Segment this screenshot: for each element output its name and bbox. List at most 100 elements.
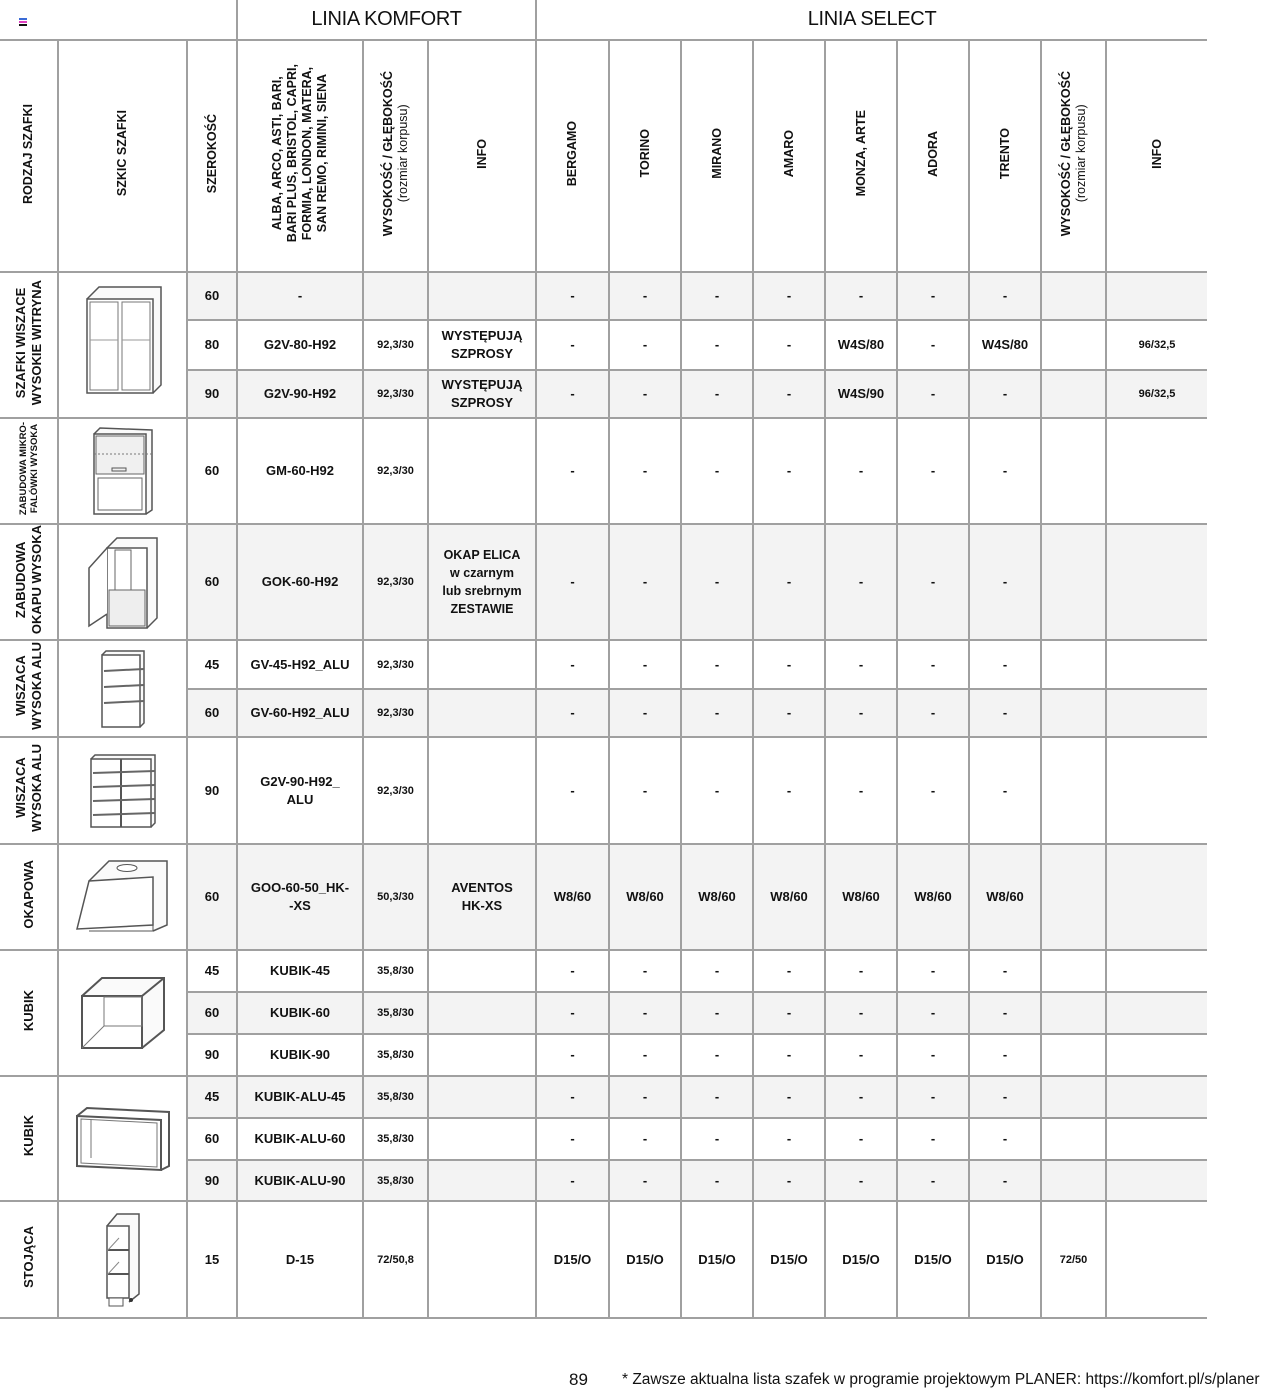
komfort-code-cell: KUBIK-ALU-60 <box>236 1117 365 1162</box>
select-model-cell: - <box>896 1117 971 1162</box>
komfort-code-cell: - <box>236 271 365 321</box>
select-info-cell <box>1105 843 1208 952</box>
select-model-cell: W8/60 <box>608 843 683 952</box>
select-model-cell: - <box>680 1075 755 1120</box>
select-model-cell: - <box>752 1075 827 1120</box>
select-model-cell: - <box>535 736 611 846</box>
select-model-label: MONZA, ARTE <box>853 110 868 197</box>
select-model-cell: - <box>824 1075 899 1120</box>
col-header-select-info: INFO <box>1105 39 1208 273</box>
select-model-cell: - <box>608 736 683 846</box>
select-model-cell: - <box>896 522 971 642</box>
komfort-info-cell <box>427 271 538 321</box>
komfort-code-cell: KUBIK-45 <box>236 949 365 994</box>
komfort-info-cell <box>427 639 538 691</box>
select-model-cell: - <box>535 1159 611 1203</box>
cabinet-type-cell: WISZACA WYSOKA ALU <box>0 736 59 846</box>
select-model-cell: - <box>896 991 971 1036</box>
select-model-cell: D15/O <box>896 1200 971 1320</box>
select-info-cell <box>1105 736 1208 846</box>
select-model-cell: - <box>608 991 683 1036</box>
table-row: SZAFKI WISZACE WYSOKIE WITRYNA 60- - - - - - - - <box>0 271 1208 419</box>
select-dims-cell <box>1040 1075 1108 1120</box>
col-komfort-dims-sub: (rozmiar korpusu) <box>395 104 410 203</box>
double-shelf-cabinet-icon <box>60 753 185 829</box>
komfort-dims-cell: 92,3/30 <box>362 688 430 739</box>
width-cell: 45 <box>185 1075 239 1120</box>
select-model-cell: - <box>968 271 1043 321</box>
select-model-cell: - <box>824 1159 899 1203</box>
select-info-cell: 96/32,5 <box>1105 319 1208 371</box>
select-model-cell: - <box>608 522 683 642</box>
select-model-cell: - <box>608 688 683 739</box>
komfort-info-cell <box>427 991 538 1036</box>
select-dims-cell <box>1040 639 1108 691</box>
select-model-cell: - <box>968 1117 1043 1162</box>
select-model-label: AMARO <box>781 129 796 178</box>
select-model-cell: - <box>608 1033 683 1078</box>
select-model-cell: - <box>896 1075 971 1120</box>
komfort-code-cell: GV-60-H92_ALU <box>236 688 365 739</box>
select-model-cell: - <box>608 639 683 691</box>
komfort-dims-cell: 92,3/30 <box>362 522 430 642</box>
select-model-cell: - <box>680 949 755 994</box>
col-komfort-models-label: ALBA, ARCO, ASTI, BARI, BARI PLUS, BRIST… <box>270 64 330 243</box>
col-header-select-model: ADORA <box>896 39 971 273</box>
select-model-cell: - <box>535 319 611 371</box>
select-model-cell: - <box>896 319 971 371</box>
select-model-cell: - <box>535 522 611 642</box>
cabinet-type-label: OKAPOWA <box>20 860 36 929</box>
select-model-cell: D15/O <box>968 1200 1043 1320</box>
select-info-cell <box>1105 949 1208 994</box>
select-model-cell: - <box>608 369 683 419</box>
cabinet-type-cell: OKAPOWA <box>0 843 59 952</box>
cabinet-sketch-cell <box>57 736 188 846</box>
cabinet-type-label: ZABUDOWA MIKRO- FALÓWKI WYSOKA <box>17 421 40 516</box>
select-model-label: MIRANO <box>709 128 724 179</box>
width-cell: 45 <box>185 949 239 994</box>
select-model-cell: - <box>824 1033 899 1078</box>
select-model-cell: D15/O <box>608 1200 683 1320</box>
komfort-code-cell: G2V-90-H92_ ALU <box>236 736 365 846</box>
komfort-dims-cell: 72/50,8 <box>362 1200 430 1320</box>
table-row: 90 KUBIK-90 35,8/30- - - - - - - <box>0 1033 1208 1078</box>
komfort-dims-cell: 35,8/30 <box>362 991 430 1036</box>
komfort-code-cell: GV-45-H92_ALU <box>236 639 365 691</box>
select-model-cell: - <box>752 1117 827 1162</box>
select-model-cell: - <box>968 688 1043 739</box>
col-header-select-model: BERGAMO <box>535 39 611 273</box>
col-komfort-dims-label: WYSOKOŚĆ / GŁĘBOKOŚĆ <box>380 70 395 237</box>
table-row: 90 KUBIK-ALU-90 35,8/30- - - - - - - <box>0 1159 1208 1203</box>
komfort-info-cell <box>427 736 538 846</box>
linia-komfort-title: LINIA KOMFORT <box>311 7 462 30</box>
select-info-cell <box>1105 271 1208 321</box>
select-info-cell <box>1105 417 1208 525</box>
komfort-dims-cell <box>362 271 430 321</box>
select-model-cell: - <box>824 949 899 994</box>
cabinet-sketch-cell <box>57 639 188 739</box>
hood-cabinet-icon <box>60 534 185 630</box>
select-model-label: TRENTO <box>997 127 1012 180</box>
select-model-cell: - <box>535 417 611 525</box>
select-model-cell: W8/60 <box>535 843 611 952</box>
col-select-dims-label: WYSOKOŚĆ / GŁĘBOKOŚĆ <box>1058 70 1073 237</box>
select-model-cell: - <box>680 1033 755 1078</box>
select-model-cell: - <box>752 1159 827 1203</box>
select-info-cell <box>1105 522 1208 642</box>
select-model-cell: - <box>752 1033 827 1078</box>
select-model-cell: D15/O <box>535 1200 611 1320</box>
width-cell: 60 <box>185 417 239 525</box>
select-model-cell: - <box>824 688 899 739</box>
col-header-type: RODZAJ SZAFKI <box>0 39 59 273</box>
komfort-info-cell <box>427 1159 538 1203</box>
cabinet-type-label: WISZACA WYSOKA ALU <box>12 744 44 832</box>
table-row: ZABUDOWA OKAPU WYSOKA 60 GOK-60-H92 92,3/30… <box>0 522 1208 642</box>
komfort-dims-cell: 50,3/30 <box>362 843 430 952</box>
table-row: 60 KUBIK-60 35,8/30- - - - - - - <box>0 991 1208 1036</box>
cabinet-compatibility-table: LINIA KOMFORT LINIA SELECT RODZAJ SZAFKI… <box>0 0 1208 1320</box>
select-model-cell: - <box>680 1117 755 1162</box>
cabinet-sketch-cell <box>57 949 188 1078</box>
width-cell: 60 <box>185 991 239 1036</box>
select-dims-cell <box>1040 736 1108 846</box>
select-model-cell: - <box>968 991 1043 1036</box>
